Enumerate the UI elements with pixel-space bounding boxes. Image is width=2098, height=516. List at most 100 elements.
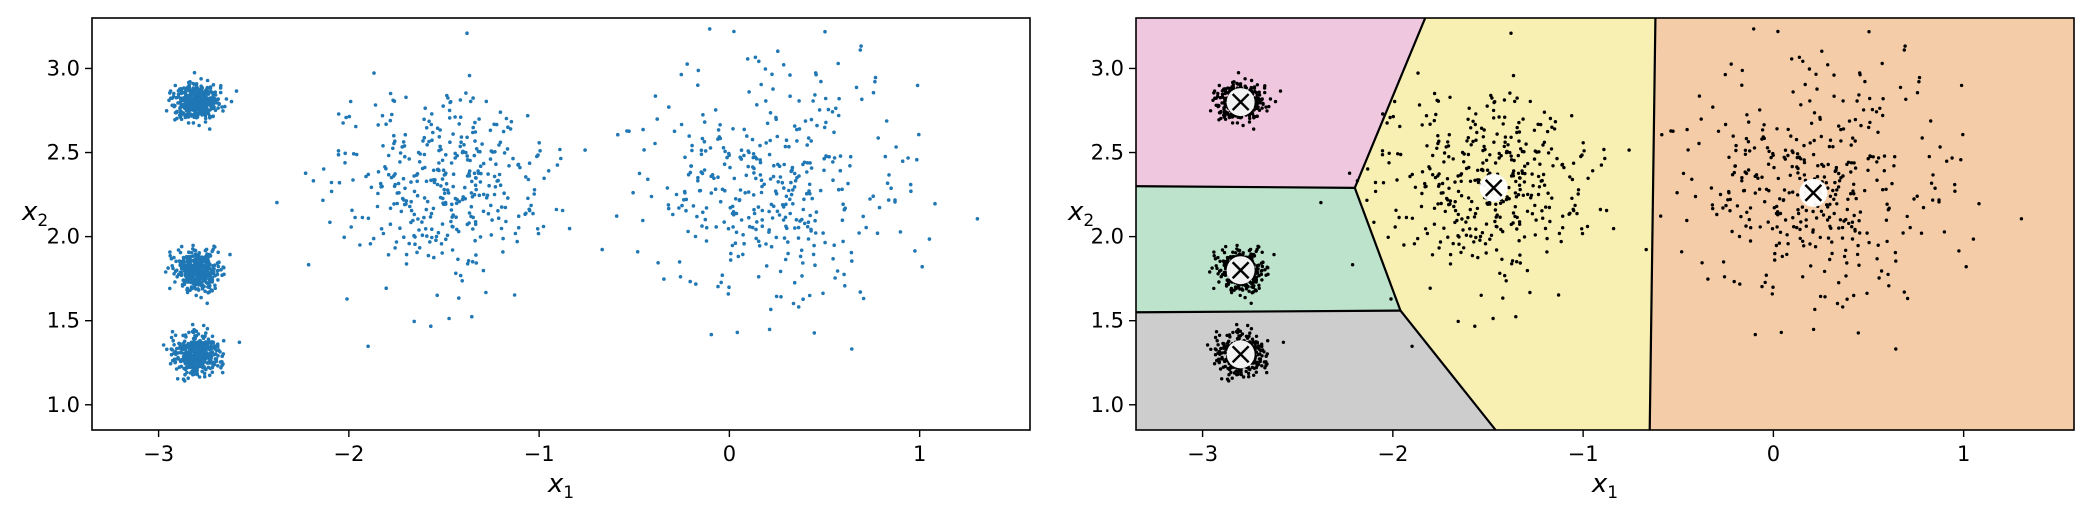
- data-point: [1473, 324, 1477, 328]
- data-point: [397, 191, 401, 195]
- data-point: [1514, 315, 1518, 319]
- data-point: [1541, 216, 1545, 220]
- data-point: [199, 276, 203, 281]
- data-point: [1238, 293, 1242, 298]
- data-point: [776, 49, 780, 53]
- data-point: [1239, 84, 1243, 89]
- data-point: [187, 87, 192, 91]
- data-point: [792, 185, 797, 189]
- data-point: [184, 268, 188, 273]
- data-point: [1529, 196, 1533, 200]
- data-point: [1852, 293, 1856, 298]
- data-point: [1723, 122, 1728, 127]
- data-point: [1521, 193, 1526, 197]
- data-point: [203, 289, 207, 294]
- data-point: [1840, 236, 1845, 240]
- data-point: [221, 338, 226, 343]
- data-point: [422, 152, 427, 157]
- data-point: [1235, 81, 1239, 86]
- data-point: [1513, 205, 1518, 209]
- data-point: [407, 241, 412, 246]
- data-point: [442, 191, 447, 196]
- data-point: [714, 225, 718, 229]
- data-point: [1838, 218, 1843, 222]
- data-point: [822, 125, 827, 130]
- data-point: [1273, 99, 1278, 104]
- data-point: [199, 77, 203, 81]
- data-point: [1834, 165, 1839, 170]
- data-point: [849, 250, 854, 255]
- data-point: [228, 252, 232, 257]
- data-point: [1380, 153, 1385, 157]
- data-point: [709, 191, 714, 195]
- data-point: [451, 172, 456, 176]
- data-point: [2019, 217, 2024, 221]
- data-point: [421, 139, 425, 143]
- data-point: [583, 148, 587, 152]
- data-point: [1766, 162, 1771, 166]
- data-point: [1863, 188, 1867, 193]
- data-point: [1485, 168, 1490, 172]
- data-point: [480, 142, 484, 146]
- data-point: [1272, 252, 1276, 257]
- data-point: [1524, 142, 1528, 146]
- data-point: [600, 247, 604, 252]
- data-point: [388, 118, 393, 123]
- data-point: [873, 75, 878, 80]
- data-point: [1887, 206, 1891, 210]
- data-point: [488, 128, 493, 133]
- data-point: [465, 135, 469, 140]
- data-point: [1446, 235, 1450, 239]
- data-point: [1822, 269, 1827, 274]
- data-point: [1786, 153, 1790, 158]
- data-point: [1837, 226, 1841, 230]
- data-point: [1568, 175, 1572, 179]
- data-point: [742, 241, 746, 246]
- data-point: [756, 205, 761, 209]
- data-point: [858, 290, 863, 294]
- data-point: [1547, 205, 1552, 210]
- data-point: [750, 137, 755, 142]
- data-point: [656, 261, 660, 265]
- data-point: [198, 97, 202, 101]
- data-point: [1841, 127, 1846, 131]
- data-point: [409, 208, 414, 213]
- data-point: [1468, 227, 1472, 231]
- data-point: [1216, 343, 1220, 347]
- data-point: [1867, 240, 1871, 245]
- data-point: [1849, 143, 1853, 147]
- data-point: [1904, 97, 1908, 102]
- data-point: [213, 283, 217, 288]
- data-point: [1518, 187, 1522, 192]
- data-point: [218, 90, 223, 95]
- data-point: [762, 182, 766, 187]
- data-point: [461, 195, 466, 199]
- data-point: [1882, 154, 1887, 158]
- data-point: [1517, 139, 1521, 143]
- data-point: [200, 93, 204, 98]
- data-point: [450, 202, 454, 207]
- data-point: [465, 174, 470, 178]
- data-point: [472, 171, 477, 176]
- data-point: [1459, 194, 1464, 198]
- data-point: [760, 208, 765, 213]
- data-point: [329, 180, 334, 185]
- data-point: [1853, 139, 1857, 143]
- data-point: [1796, 208, 1800, 212]
- data-point: [470, 179, 474, 184]
- data-point: [444, 171, 448, 175]
- data-point: [216, 106, 220, 110]
- data-point: [187, 106, 192, 110]
- data-point: [392, 202, 396, 206]
- data-point: [1749, 226, 1753, 230]
- data-point: [777, 213, 782, 217]
- data-point: [328, 220, 332, 225]
- data-point: [413, 235, 417, 239]
- data-point: [1813, 307, 1817, 312]
- data-point: [774, 191, 779, 196]
- data-point: [1502, 144, 1507, 149]
- data-point: [190, 280, 195, 285]
- data-point: [194, 354, 198, 358]
- data-point: [1239, 370, 1243, 375]
- data-point: [1501, 122, 1505, 126]
